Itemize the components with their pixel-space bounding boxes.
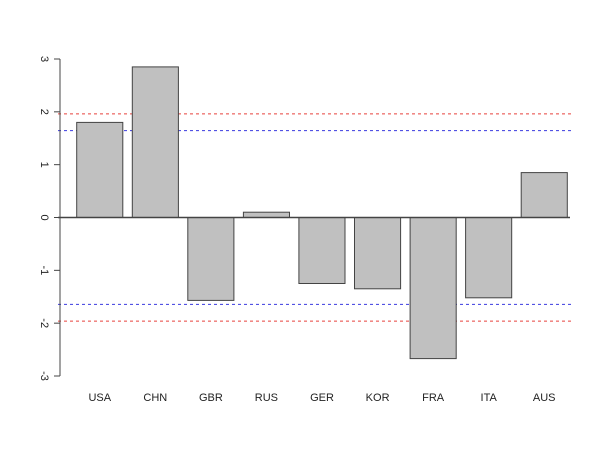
y-tick-label: 2 (38, 109, 50, 115)
y-tick-label: 0 (38, 214, 50, 220)
bar-fra (409, 217, 457, 360)
y-tick-label: -1 (38, 265, 50, 275)
bar-gbr (187, 217, 235, 301)
x-label-rus: RUS (255, 392, 278, 404)
x-label-usa: USA (88, 392, 111, 404)
y-tick-label: 3 (38, 56, 50, 62)
x-label-kor: KOR (366, 392, 390, 404)
bars (76, 66, 568, 360)
x-label-aus: AUS (533, 392, 556, 404)
x-label-fra: FRA (422, 392, 445, 404)
y-tick-label: 1 (38, 162, 50, 168)
bar-chn (131, 66, 179, 219)
x-label-ita: ITA (481, 392, 498, 404)
x-label-gbr: GBR (199, 392, 223, 404)
x-label-chn: CHN (143, 392, 167, 404)
bar-ita (465, 217, 513, 299)
bar-rus (242, 211, 290, 218)
bar-kor (354, 217, 402, 290)
bar-ger (298, 217, 346, 284)
y-axis: -3 -2 -1 0 1 2 3 (38, 56, 61, 381)
x-label-ger: GER (310, 392, 334, 404)
x-axis-labels: USA CHN GBR RUS GER KOR FRA ITA AUS (88, 392, 555, 404)
y-tick-label: -2 (38, 318, 50, 328)
bar-usa (76, 121, 124, 218)
y-tick-label: -3 (38, 371, 50, 381)
bar-aus (520, 172, 568, 219)
